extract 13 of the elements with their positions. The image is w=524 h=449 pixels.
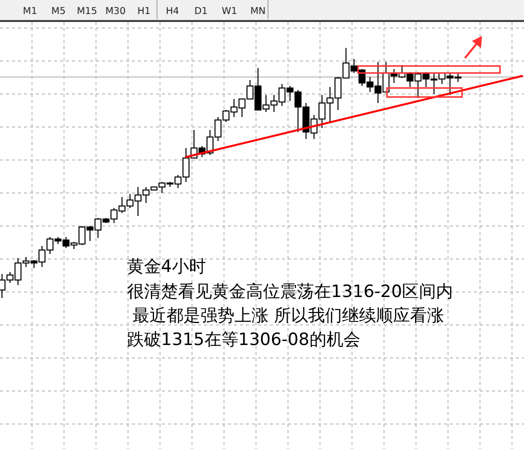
text: 跌破1315在等1306-08的机会	[127, 330, 360, 350]
text: W1	[222, 6, 238, 17]
text: 最近都是强势上涨 所以我们继续顺应看涨	[127, 306, 444, 326]
text: H1	[137, 6, 151, 17]
text: M5	[51, 6, 66, 17]
text: 黄金4小时	[127, 257, 206, 277]
text: MN	[250, 6, 266, 17]
text: H4	[166, 6, 180, 17]
text: M30	[105, 6, 126, 17]
text: M1	[22, 6, 38, 17]
text: D1	[194, 6, 208, 17]
text: M15	[76, 6, 98, 17]
annotation: 很清楚看见黄金高位震荡在1316-20区间内	[127, 282, 454, 302]
